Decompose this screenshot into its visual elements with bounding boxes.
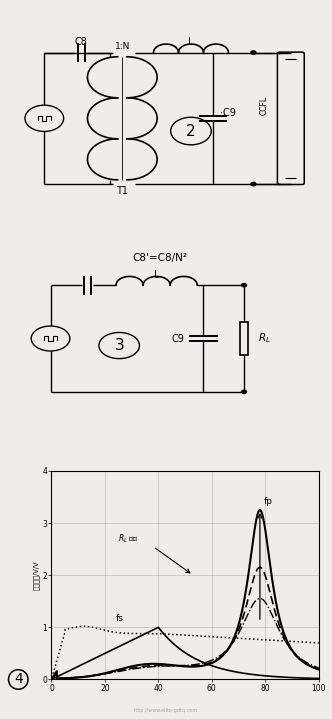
Text: L: L — [154, 270, 159, 280]
Text: T1: T1 — [116, 186, 128, 196]
Circle shape — [251, 51, 256, 54]
Circle shape — [251, 183, 256, 186]
Text: C8: C8 — [75, 37, 88, 47]
Text: ·C9: ·C9 — [220, 108, 235, 118]
Text: $R_L$ 增大: $R_L$ 增大 — [118, 532, 139, 545]
Text: C9: C9 — [172, 334, 185, 344]
Text: 1:N: 1:N — [115, 42, 130, 52]
Text: fp: fp — [264, 497, 273, 506]
Bar — [240, 322, 248, 354]
Circle shape — [241, 390, 247, 393]
Text: fs: fs — [116, 614, 124, 623]
Text: $R_L$: $R_L$ — [258, 331, 271, 345]
Y-axis label: 电压增益/V/V: 电压增益/V/V — [33, 560, 40, 590]
Text: CCFL: CCFL — [260, 96, 269, 115]
Circle shape — [241, 283, 247, 287]
Text: 2: 2 — [186, 124, 196, 139]
Text: http://www.elito-gdtq.com: http://www.elito-gdtq.com — [134, 708, 198, 713]
Text: 3: 3 — [114, 338, 124, 353]
Text: 4: 4 — [14, 672, 23, 687]
Text: L: L — [188, 37, 194, 47]
Text: C8'=C8/N²: C8'=C8/N² — [132, 253, 187, 263]
